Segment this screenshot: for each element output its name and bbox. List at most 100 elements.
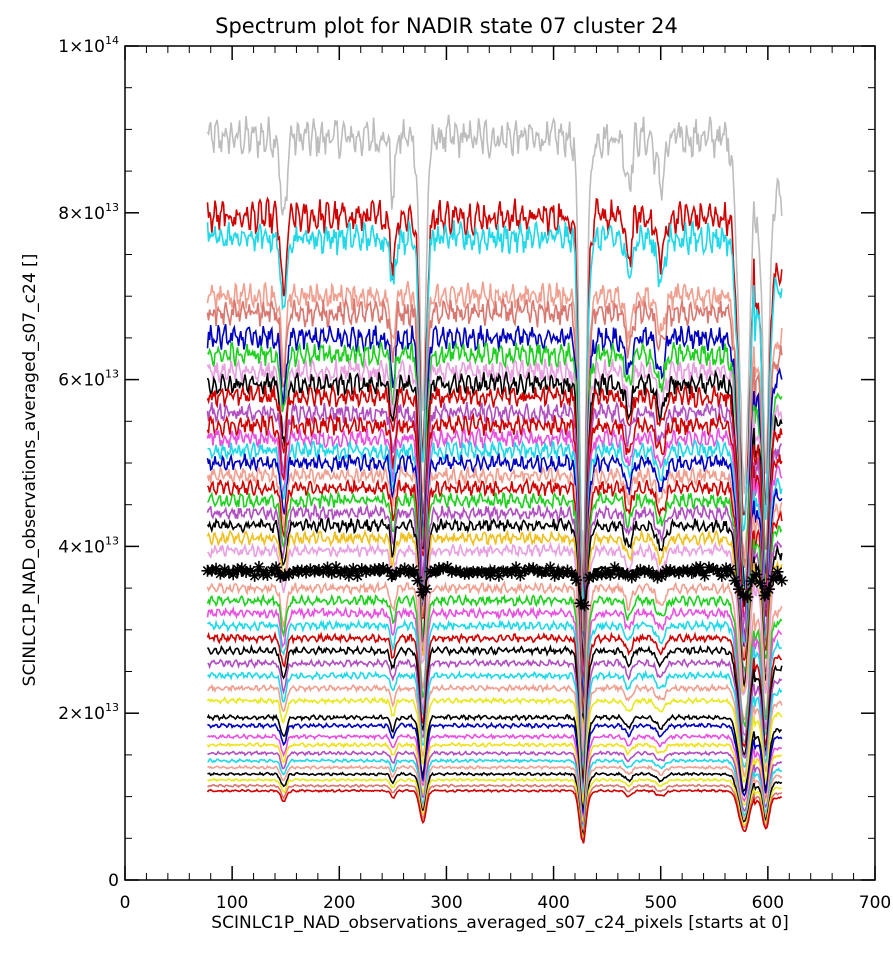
asterisk-marker [475,565,488,578]
asterisk-marker [732,583,745,596]
series-line [206,541,783,750]
asterisk-marker [312,563,325,576]
asterisk-marker [587,570,600,583]
x-tick-label: 200 [323,893,355,913]
asterisk-marker [321,561,334,574]
asterisk-marker [244,564,257,577]
asterisk-marker [578,599,591,612]
asterisk-marker [582,571,595,584]
asterisk-marker [342,569,355,582]
asterisk-marker [227,568,240,581]
asterisk-marker [531,565,544,578]
asterisk-marker [394,565,407,578]
series-line [207,783,783,843]
asterisk-marker [724,563,737,576]
asterisk-marker [428,563,441,576]
y-tick-label: 4×1013 [58,534,119,557]
x-tick-label: 600 [752,893,784,913]
series-line [207,618,782,773]
asterisk-marker [655,570,668,583]
asterisk-marker [441,560,454,573]
series-line [206,196,783,619]
x-tick-label: 100 [216,893,248,913]
asterisk-marker [510,561,523,574]
asterisk-marker [231,563,244,576]
series-line [206,605,783,771]
series-line [206,400,782,689]
asterisk-marker [381,564,394,577]
series-line [206,788,783,844]
asterisk-marker [407,563,420,576]
asterisk-marker [698,569,711,582]
asterisk-marker [771,565,784,578]
series-line [207,732,782,824]
asterisk-marker [372,563,385,576]
asterisk-marker [420,582,433,595]
asterisk-marker [681,564,694,577]
asterisk-marker [270,561,283,574]
asterisk-marker [608,561,621,574]
series-line [207,750,783,830]
asterisk-marker [745,575,758,588]
asterisk-marker [287,565,300,578]
asterisk-marker [535,566,548,579]
asterisk-marker [750,568,763,581]
series-line [206,452,783,711]
asterisk-marker [424,565,437,578]
asterisk-marker [574,597,587,610]
series-line [207,771,783,838]
asterisk-marker [501,566,514,579]
asterisk-marker [548,569,561,582]
asterisk-marker [728,574,741,587]
y-tick-label: 8×1013 [58,201,119,224]
asterisk-marker [295,564,308,577]
asterisk-marker [304,563,317,576]
asterisk-marker [347,562,360,575]
asterisk-marker [484,569,497,582]
asterisk-marker [282,568,295,581]
marker-series-layer [201,560,788,612]
asterisk-marker [218,563,231,576]
asterisk-marker [711,564,724,577]
asterisk-marker [205,564,218,577]
asterisk-marker [377,562,390,575]
asterisk-marker [261,568,274,581]
series-line [206,593,783,769]
asterisk-marker [604,568,617,581]
asterisk-marker [707,562,720,575]
asterisk-marker [308,565,321,578]
x-tick-label: 400 [537,893,569,913]
series-line [206,516,783,732]
asterisk-marker [355,563,368,576]
asterisk-marker [505,566,518,579]
series-line [206,580,783,767]
y-tick-label: 1×1014 [58,34,119,57]
asterisk-marker [445,565,458,578]
asterisk-marker [638,565,651,578]
asterisk-marker [694,561,707,574]
series-line [207,757,783,831]
asterisk-marker [210,562,223,575]
x-tick-label: 700 [859,893,891,913]
x-axis-label: SCINLC1P_NAD_observations_averaged_s07_c… [211,913,789,933]
asterisk-marker [685,566,698,579]
series-line [206,426,783,695]
asterisk-marker [300,566,313,579]
asterisk-marker [737,589,750,602]
asterisk-marker [248,569,261,582]
asterisk-marker [775,574,788,587]
series-line [207,438,783,704]
asterisk-marker [672,567,685,580]
asterisk-marker [518,564,531,577]
asterisk-marker [762,583,775,596]
series-line [207,669,783,800]
asterisk-marker [492,569,505,582]
series-line [206,713,782,814]
asterisk-marker [544,561,557,574]
asterisk-marker [385,570,398,583]
series-line [206,219,783,631]
asterisk-marker [595,568,608,581]
series-line [206,369,783,683]
series-line [206,114,783,581]
